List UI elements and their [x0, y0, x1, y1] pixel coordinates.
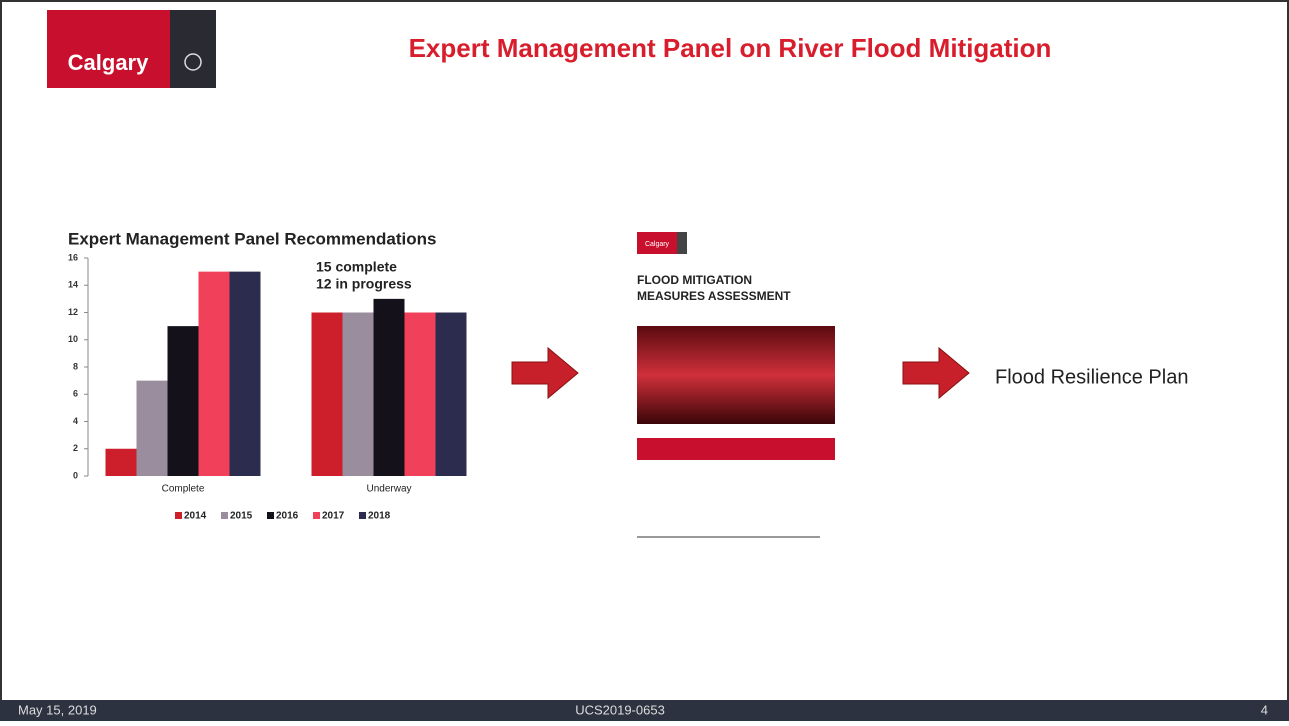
y-tick-label: 0	[73, 470, 78, 480]
legend-label: 2015	[230, 511, 253, 522]
doc-image	[637, 326, 835, 424]
arrow	[902, 346, 970, 400]
doc-title: FLOOD MITIGATION	[637, 273, 752, 287]
document-thumbnail: Calgary FLOOD MITIGATION MEASURES ASSESS…	[635, 228, 835, 545]
bar	[136, 380, 168, 476]
doc-logo-text: Calgary	[645, 241, 670, 248]
logo-text: Calgary	[68, 50, 149, 75]
legend-label: 2016	[276, 511, 299, 522]
chart-title: Expert Management Panel Recommendations	[68, 229, 436, 248]
doc-logo	[637, 232, 677, 254]
footer-bar	[0, 700, 1289, 721]
annotation: 12 in progress	[316, 276, 412, 292]
x-tick-label: Underway	[366, 484, 411, 495]
legend-swatch	[221, 512, 228, 519]
crest	[184, 53, 202, 71]
footer-page: 4	[1261, 702, 1268, 717]
bar	[167, 326, 199, 476]
legend-label: 2014	[184, 511, 207, 522]
doc-logo-dark	[677, 232, 687, 254]
bar	[404, 312, 436, 476]
bar	[198, 271, 230, 476]
y-tick-label: 14	[68, 280, 78, 290]
x-tick-label: Complete	[162, 484, 205, 495]
y-tick-label: 16	[68, 252, 78, 262]
bar	[229, 271, 261, 476]
y-tick-label: 8	[73, 361, 78, 371]
chart: Expert Management Panel Recommendations 1…	[68, 229, 467, 522]
y-tick-label: 4	[73, 416, 78, 426]
doc-banner	[637, 438, 835, 460]
y-tick-label: 12	[68, 307, 78, 317]
slide-title: Expert Management Panel on River Flood M…	[409, 33, 1052, 63]
legend-swatch	[313, 512, 320, 519]
logo-dark	[170, 10, 216, 88]
bar	[373, 298, 405, 476]
annotation: 15 complete	[316, 259, 397, 275]
y-tick-label: 2	[73, 443, 78, 453]
legend-swatch	[175, 512, 182, 519]
legend-swatch	[267, 512, 274, 519]
bar	[311, 312, 343, 476]
y-tick-label: 6	[73, 389, 78, 399]
logo-red	[47, 10, 170, 88]
footer-date: May 15, 2019	[18, 702, 97, 717]
arrow	[511, 346, 579, 400]
doc-title: MEASURES ASSESSMENT	[637, 289, 791, 303]
legend-swatch	[359, 512, 366, 519]
bar	[342, 312, 374, 476]
y-tick-label: 10	[68, 334, 78, 344]
bar	[435, 312, 467, 476]
legend-label: 2018	[368, 511, 391, 522]
legend-label: 2017	[322, 511, 345, 522]
footer-code: UCS2019-0653	[575, 702, 665, 717]
result-label: Flood Resilience Plan	[995, 366, 1188, 388]
bar	[105, 448, 137, 476]
